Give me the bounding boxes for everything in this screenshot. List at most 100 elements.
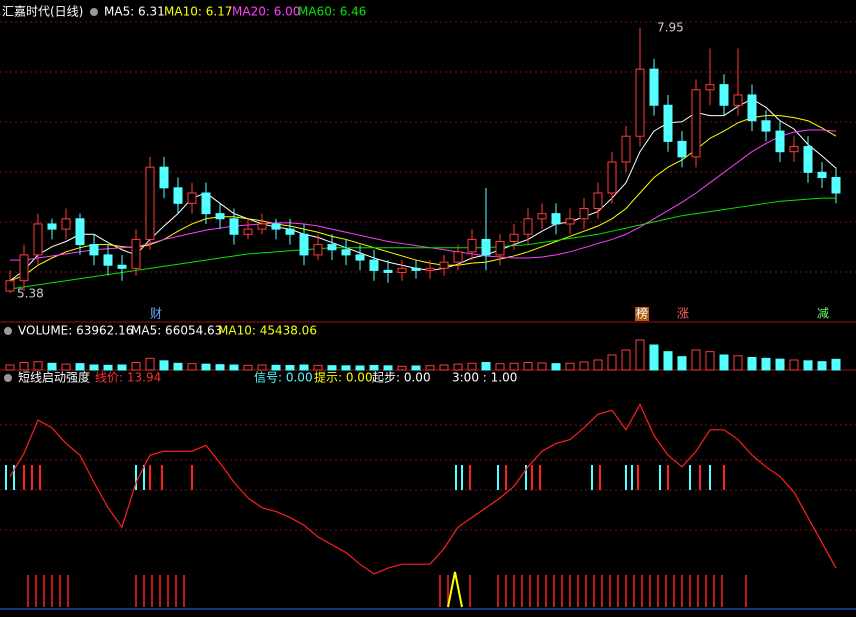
volume-bar — [789, 359, 799, 371]
volume-bar — [215, 364, 225, 371]
candle-body — [523, 218, 533, 235]
volume-bar — [509, 362, 519, 371]
candle-body — [243, 228, 253, 235]
candle-body — [761, 120, 771, 132]
icon — [4, 327, 12, 335]
legend-entry: MA10: 6.17 — [164, 5, 232, 19]
candle-body — [75, 218, 85, 246]
ma-line — [10, 129, 837, 261]
candle-body — [677, 140, 687, 158]
candle-body — [313, 244, 323, 256]
candle-body — [299, 233, 309, 256]
volume-bar — [551, 363, 561, 371]
candle-body — [663, 104, 673, 142]
volume-bar — [257, 364, 267, 371]
volume-bar — [201, 363, 211, 371]
volume-bar — [89, 364, 99, 371]
icon — [90, 8, 98, 16]
candle-body — [691, 89, 701, 158]
candle-body — [327, 244, 337, 251]
volume-bar — [243, 364, 253, 371]
signal-cyan — [5, 465, 711, 490]
candle-body — [355, 254, 365, 261]
volume-bar — [775, 358, 785, 371]
candle-body — [271, 223, 281, 230]
candle-body — [565, 218, 575, 225]
volume-bar — [117, 364, 127, 371]
candle-body — [747, 94, 757, 122]
candle-body — [19, 254, 29, 282]
candle-body — [173, 187, 183, 204]
volume-bar — [691, 349, 701, 371]
volume-bar — [103, 364, 113, 371]
candle-body — [579, 207, 589, 220]
candle-body — [467, 238, 477, 253]
annotation: 减 — [817, 307, 829, 321]
annotation: 涨 — [677, 306, 689, 321]
candle-body — [187, 192, 197, 204]
candle-body — [103, 254, 113, 266]
annotation: 榜 — [636, 306, 648, 321]
volume-bar — [47, 362, 57, 371]
volume-bar — [341, 365, 351, 371]
indicator-title: 短线启动强度 — [18, 370, 90, 385]
volume-bar — [5, 364, 15, 371]
high-label: 7.95 — [657, 21, 684, 35]
legend-entry: MA5: 66054.63 — [131, 324, 222, 338]
annotation-bg — [635, 307, 649, 321]
candle-body — [397, 267, 407, 273]
candle-body — [257, 223, 267, 230]
volume-bar — [481, 362, 491, 371]
legend-entry: MA5: 6.31 — [104, 5, 165, 19]
indicator-value: 信号: 0.00 — [254, 371, 313, 385]
candle-body — [411, 267, 421, 271]
indicator-value: 线价: 13.94 — [95, 371, 161, 385]
volume-bar — [327, 365, 337, 371]
volume-bar — [621, 349, 631, 371]
candle-body — [215, 213, 225, 220]
candle-body — [593, 192, 603, 209]
volume-bar — [803, 360, 813, 371]
volume-bar — [817, 361, 827, 371]
candle-body — [775, 130, 785, 153]
volume-bar — [439, 364, 449, 371]
volume-bar — [635, 339, 645, 371]
volume-bar — [537, 362, 547, 371]
candle-body — [789, 146, 799, 153]
volume-bar — [355, 365, 365, 371]
volume-bar — [369, 365, 379, 371]
volume-bar — [649, 344, 659, 371]
volume-bar — [33, 361, 43, 371]
candle-body — [145, 166, 155, 240]
candle-body — [649, 68, 659, 106]
volume-bar — [719, 354, 729, 371]
volume-bar — [61, 363, 71, 371]
volume-bar — [677, 356, 687, 371]
indicator-line — [9, 403, 837, 575]
candle-body — [453, 251, 463, 263]
volume-bar — [299, 364, 309, 371]
volume-bar — [733, 355, 743, 371]
candle-body — [61, 218, 71, 230]
volume-bar — [271, 364, 281, 371]
volume-bar — [159, 360, 169, 371]
volume-bar — [145, 357, 155, 371]
volume-bar — [173, 362, 183, 371]
candle-body — [621, 135, 631, 163]
volume-bar — [187, 363, 197, 371]
volume-bar — [579, 361, 589, 371]
candle-body — [201, 192, 211, 215]
volume-bar — [565, 362, 575, 371]
candle-body — [635, 68, 645, 137]
volume-bar — [397, 365, 407, 371]
candle-body — [369, 259, 379, 271]
candle-body — [481, 238, 491, 256]
low-label: 5.38 — [17, 287, 44, 301]
volume-bar — [285, 365, 295, 371]
indicator-value: 起步: 0.00 — [372, 371, 431, 385]
stock-title: 汇嘉时代(日线) — [2, 5, 83, 19]
volume-bar — [831, 358, 841, 371]
candle-body — [817, 171, 827, 179]
